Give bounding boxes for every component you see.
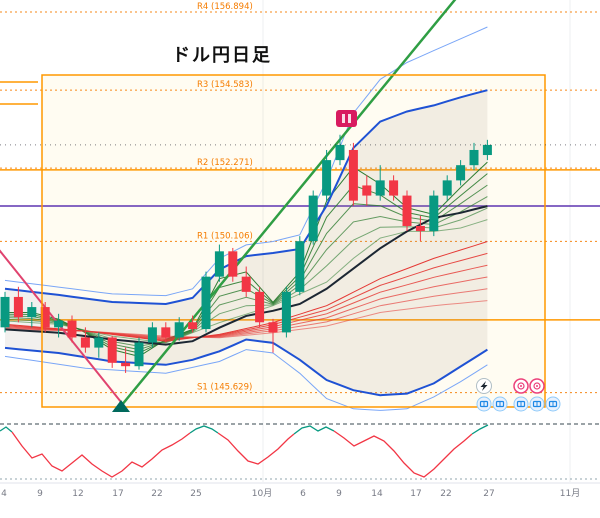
red-signal-icon[interactable] bbox=[513, 378, 529, 394]
time-axis-label: 17 bbox=[410, 489, 421, 499]
trendline-up[interactable] bbox=[120, 0, 458, 407]
time-axis-label: 10月 bbox=[252, 488, 272, 499]
bb_lower_outer-line bbox=[4, 349, 488, 411]
time-axis-label: 9 bbox=[37, 489, 43, 499]
time-axis-label: 17 bbox=[112, 489, 123, 499]
time-axis-label: 25 bbox=[190, 489, 201, 499]
time-axis-label: 9 bbox=[336, 489, 342, 499]
lightning-icon[interactable] bbox=[476, 378, 492, 394]
bb_upper-line bbox=[4, 89, 488, 306]
red-signal-icon[interactable] bbox=[529, 378, 545, 394]
time-axis-label: 6 bbox=[300, 489, 306, 499]
time-axis-label: 12 bbox=[72, 489, 83, 499]
pivot-label: S1 (145.629) bbox=[197, 383, 252, 393]
chart-title: ドル円日足 bbox=[172, 45, 272, 66]
time-axis-label: 22 bbox=[440, 489, 451, 499]
blue-signal-icon[interactable] bbox=[545, 396, 561, 412]
blue-signal-icon[interactable] bbox=[513, 396, 529, 412]
bb_upper_outer-line bbox=[4, 26, 488, 297]
time-axis-label: 4 bbox=[1, 489, 7, 499]
time-axis-label: 22 bbox=[151, 489, 162, 499]
bollinger-fill bbox=[5, 90, 488, 396]
pivot-label: R2 (152.271) bbox=[197, 158, 253, 168]
time-axis-label: 11月 bbox=[560, 488, 580, 499]
blue-signal-icon[interactable] bbox=[529, 396, 545, 412]
oscillator-pane bbox=[0, 423, 600, 484]
drawn-rectangle[interactable] bbox=[41, 74, 546, 408]
peak-flag-marker[interactable] bbox=[336, 110, 357, 127]
time-axis-label: 27 bbox=[483, 489, 494, 499]
pivot-label: R4 (156.894) bbox=[197, 2, 253, 12]
blue-signal-icon[interactable] bbox=[492, 396, 508, 412]
pivot-label: R3 (154.583) bbox=[197, 80, 253, 90]
blue-signal-icon[interactable] bbox=[476, 396, 492, 412]
swing-low-triangle-marker[interactable] bbox=[112, 400, 130, 412]
signal-icons[interactable] bbox=[476, 378, 561, 412]
time-axis-label: 14 bbox=[371, 489, 383, 499]
pivot-label: R1 (150.106) bbox=[197, 231, 253, 241]
candles-layer bbox=[0, 134, 492, 373]
time-axis[interactable]: 4 9 12 17 22 25 10月 6 9 14 17 22 27 11月 bbox=[1, 488, 580, 499]
